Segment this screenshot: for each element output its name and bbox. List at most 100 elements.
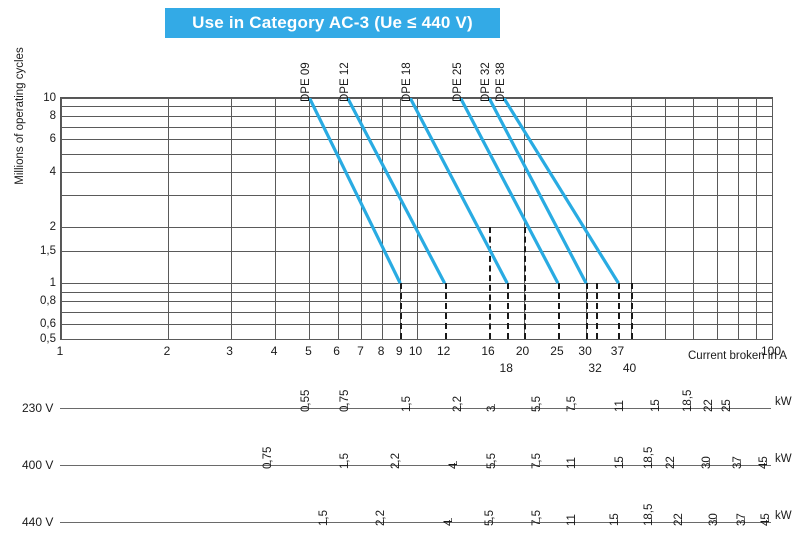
gridline-h (61, 98, 772, 99)
power-tick (709, 461, 711, 466)
gridline-h (61, 250, 772, 252)
gridline-v (382, 98, 384, 339)
gridline-v (309, 98, 311, 339)
power-tick (493, 404, 495, 409)
power-tick (382, 518, 384, 523)
gridline-v (61, 98, 62, 339)
power-value: 2,2 (389, 453, 402, 469)
gridline-v (275, 98, 277, 339)
x-tick-label: 8 (377, 344, 385, 358)
power-tick (459, 404, 461, 409)
power-unit: kW (775, 396, 792, 408)
power-value: 15 (609, 513, 622, 526)
chart-plot-area (60, 97, 773, 340)
reference-line-18 (507, 283, 510, 339)
gridline-v (230, 98, 232, 339)
x-axis-title: Current broken in A (688, 350, 788, 362)
power-value: 18,5 (681, 389, 694, 412)
y-tick-label: 4 (49, 165, 56, 178)
y-tick-label: 0,5 (40, 333, 56, 345)
voltage-label: 440 V (22, 515, 54, 529)
power-tick (493, 461, 495, 466)
x-tick-label: 40 (622, 361, 637, 375)
page-title: Use in Category AC-3 (Ue ≤ 440 V) (192, 13, 473, 32)
y-tick-label: 1,5 (40, 244, 56, 257)
gridline-v (586, 98, 588, 339)
gridline-h (61, 126, 772, 128)
voltage-label: 400 V (22, 458, 54, 472)
power-tick (766, 461, 768, 466)
power-tick (744, 518, 746, 523)
gridline-h (61, 311, 772, 313)
x-tick-label: 3 (226, 344, 233, 358)
reference-line-30 (586, 283, 589, 339)
gridline-v (630, 98, 632, 339)
gridline-h (61, 301, 772, 303)
x-tick-label: 37 (610, 344, 625, 358)
gridline-h (61, 291, 772, 293)
power-tick (346, 461, 348, 466)
x-tick-label: 1 (56, 344, 64, 358)
curve-dpe-38 (502, 98, 620, 285)
power-value: 18,5 (643, 446, 656, 469)
power-value: 5,5 (483, 510, 496, 526)
power-tick (574, 461, 576, 466)
x-tick-label: 12 (436, 344, 451, 358)
power-tick (651, 461, 653, 466)
x-axis: 1 2 3 4 5 6 7 8 9 10 12 16 18 20 25 30 32 37 40 100 (56, 344, 781, 378)
y-tick-label: 0,8 (40, 295, 56, 308)
curve-label-dpe-38: DPE 38 (494, 62, 507, 102)
y-axis: 0,5 0,6 0,8 1 1,5 2 4 6 8 10 (0, 92, 56, 345)
power-value: 2,2 (374, 510, 387, 526)
x-tick-label: 32 (588, 361, 602, 375)
curve-dpe-12 (346, 98, 447, 284)
reference-line-9 (400, 283, 403, 339)
gridline-v (337, 98, 339, 339)
power-axis-line (60, 522, 771, 523)
x-tick-label: 2 (163, 344, 171, 358)
power-value: 2,2 (451, 396, 464, 412)
power-tick (711, 404, 713, 409)
power-value: 25 (720, 399, 733, 412)
power-tick (539, 518, 541, 523)
curve-label-dpe-18: DPE 18 (401, 62, 414, 102)
power-value: 4 (443, 519, 456, 526)
power-axis-line (60, 465, 771, 466)
y-tick-label: 8 (49, 109, 56, 122)
reference-line-25 (557, 283, 560, 339)
power-value: 7,5 (566, 396, 579, 412)
gridline-h (61, 139, 772, 141)
power-value: 0,55 (300, 389, 313, 412)
power-value: 7,5 (531, 510, 544, 526)
reference-line-32 (596, 283, 599, 339)
power-tick (539, 461, 541, 466)
power-value: 4 (448, 462, 460, 469)
power-tick (308, 404, 310, 409)
x-tick-label: 7 (357, 344, 364, 358)
power-tick (715, 518, 717, 523)
gridline-h (61, 324, 772, 326)
gridline-h (61, 283, 772, 285)
power-tick (767, 518, 769, 523)
gridline-v (772, 98, 773, 339)
chart-title-banner: Use in Category AC-3 (Ue ≤ 440 V) (165, 8, 500, 38)
curve-dpe-18 (408, 98, 509, 284)
y-tick-label: 2 (49, 221, 56, 234)
power-value: 45 (758, 456, 771, 469)
curve-label-dpe-12: DPE 12 (338, 62, 351, 102)
x-tick-label: 5 (305, 344, 312, 358)
curve-dpe-25 (459, 98, 560, 284)
reference-line-20 (523, 227, 526, 339)
reference-line-37 (618, 283, 621, 339)
power-tick (346, 404, 348, 409)
power-tick (681, 518, 683, 523)
power-value: 45 (759, 513, 772, 526)
power-value: 0,75 (262, 446, 275, 469)
y-tick-label: 1 (49, 277, 56, 290)
power-tick (574, 404, 576, 409)
x-tick-label: 30 (578, 344, 592, 358)
power-tick (672, 461, 674, 466)
curve-label-dpe-25: DPE 25 (451, 62, 464, 102)
curve-dpe-09 (308, 98, 402, 284)
